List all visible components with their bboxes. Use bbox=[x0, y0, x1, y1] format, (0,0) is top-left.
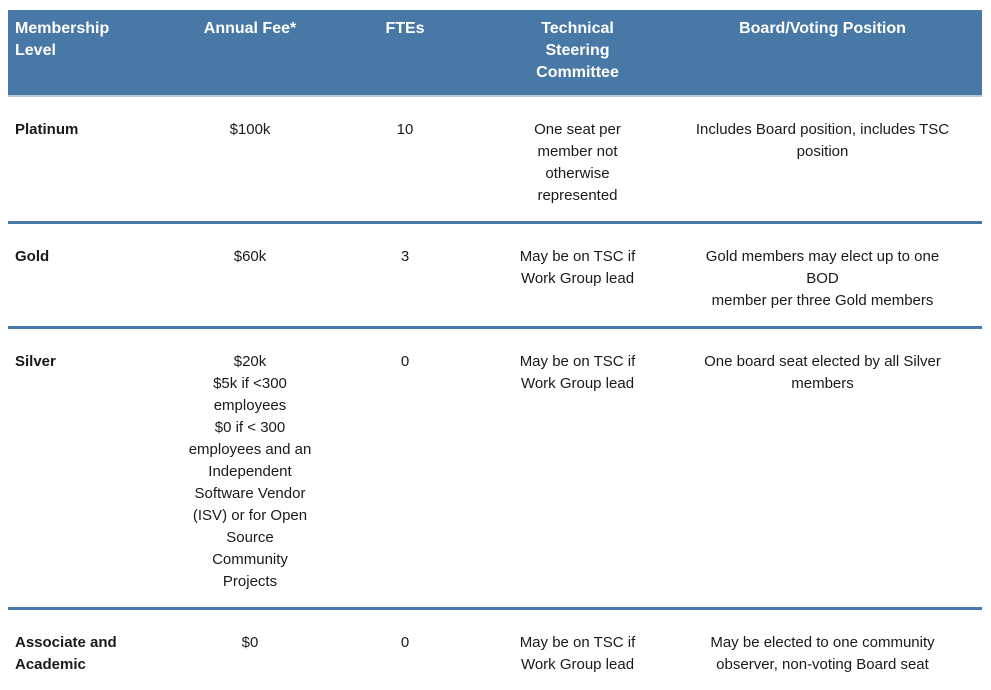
cell-annual-fee: $0 bbox=[160, 609, 340, 690]
cell-ftes: 3 bbox=[340, 223, 470, 328]
cell-level: Platinum bbox=[8, 96, 160, 223]
header-ftes: FTEs bbox=[340, 10, 470, 96]
header-technical-steering-committee: Technical Steering Committee bbox=[470, 10, 685, 96]
cell-level: Silver bbox=[8, 328, 160, 609]
header-board-voting-position: Board/Voting Position bbox=[685, 10, 982, 96]
cell-level: Associate and Academic bbox=[8, 609, 160, 690]
cell-board: Includes Board position, includes TSC po… bbox=[685, 96, 982, 223]
cell-tsc: May be on TSC if Work Group lead bbox=[470, 328, 685, 609]
table-row-silver: Silver $20k $5k if <300 employees $0 if … bbox=[8, 328, 982, 609]
table-row-gold: Gold $60k 3 May be on TSC if Work Group … bbox=[8, 223, 982, 328]
cell-ftes: 0 bbox=[340, 609, 470, 690]
cell-level: Gold bbox=[8, 223, 160, 328]
cell-board: Gold members may elect up to one BOD mem… bbox=[685, 223, 982, 328]
cell-annual-fee: $60k bbox=[160, 223, 340, 328]
cell-tsc: May be on TSC if Work Group lead bbox=[470, 223, 685, 328]
header-row: Membership Level Annual Fee* FTEs Techni… bbox=[8, 10, 982, 96]
header-membership-level: Membership Level bbox=[8, 10, 160, 96]
cell-board: May be elected to one community observer… bbox=[685, 609, 982, 690]
cell-tsc: One seat per member not otherwise repres… bbox=[470, 96, 685, 223]
cell-ftes: 10 bbox=[340, 96, 470, 223]
cell-annual-fee: $20k $5k if <300 employees $0 if < 300 e… bbox=[160, 328, 340, 609]
header-annual-fee: Annual Fee* bbox=[160, 10, 340, 96]
cell-board: One board seat elected by all Silver mem… bbox=[685, 328, 982, 609]
table-row-platinum: Platinum $100k 10 One seat per member no… bbox=[8, 96, 982, 223]
table-row-associate-academic: Associate and Academic $0 0 May be on TS… bbox=[8, 609, 982, 690]
cell-annual-fee: $100k bbox=[160, 96, 340, 223]
membership-table: Membership Level Annual Fee* FTEs Techni… bbox=[8, 10, 982, 690]
cell-ftes: 0 bbox=[340, 328, 470, 609]
cell-tsc: May be on TSC if Work Group lead bbox=[470, 609, 685, 690]
